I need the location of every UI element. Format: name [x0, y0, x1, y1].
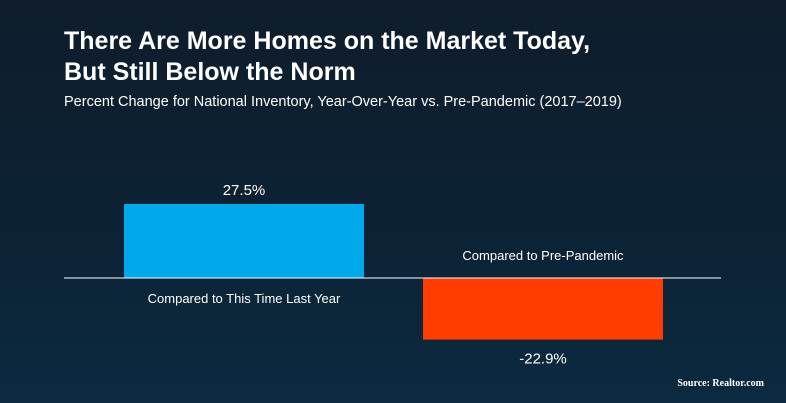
chart-title-line-2: But Still Below the Norm: [64, 58, 356, 86]
value-label-2: -22.9%: [519, 351, 567, 368]
source-note: Source: Realtor.com: [677, 378, 764, 389]
chart-subtitle: Percent Change for National Inventory, Y…: [64, 94, 622, 110]
chart-title-line-1: There Are More Homes on the Market Today…: [64, 27, 591, 55]
chart-title: There Are More Homes on the Market Today…: [64, 26, 704, 88]
value-label-1: 27.5%: [223, 182, 266, 199]
category-label-2: Compared to Pre-Pandemic: [462, 248, 624, 263]
bar-2: [423, 278, 663, 340]
bar-1: [124, 204, 364, 278]
category-label-1: Compared to This Time Last Year: [148, 291, 341, 306]
